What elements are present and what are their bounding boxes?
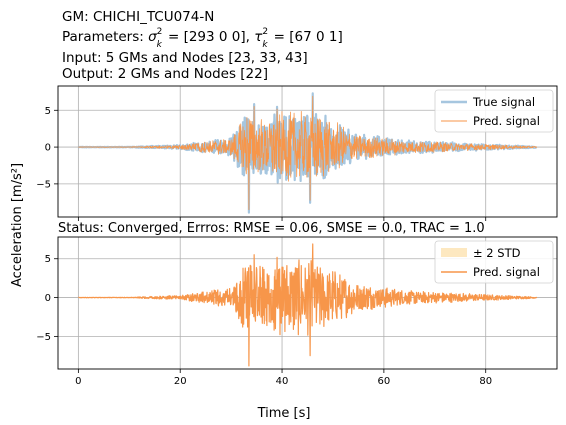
sigma-symbol: σ [148,29,157,45]
input-line: Input: 5 GMs and Nodes [23, 33, 43] [62,50,308,66]
gm-title: GM: CHICHI_TCU074-N [62,9,215,25]
legend: ± 2 STD Pred. signal [434,240,554,284]
sigma-sub: k [156,40,162,50]
legend: True signal Pred. signal [434,89,554,133]
axes-frame [57,85,558,218]
y-tick-label: −5 [36,179,51,190]
parameters-prefix: Parameters: [62,29,149,45]
y-tick-label: 0 [45,293,51,304]
legend-label: Pred. signal [473,265,540,279]
x-axis-label: Time [s] [257,406,311,421]
x-tick-label: 0 [75,376,81,387]
y-tick-label: −5 [36,332,51,343]
y-tick-label: 5 [45,254,51,265]
x-tick-label: 60 [378,376,391,387]
tau-sub: k [262,40,268,50]
y-tick-label: 0 [45,143,51,154]
top-axes: −5 0 5 True signal Pred. signal [36,85,558,221]
x-tick-label: 20 [174,376,187,387]
y-tick-label: 5 [45,106,51,117]
output-line: Output: 2 GMs and Nodes [22] [62,66,269,82]
axes-frame [57,236,558,370]
x-tick-label: 40 [276,376,289,387]
series-line-pred-signal [78,243,538,367]
tau-symbol: τ [254,29,263,45]
status-title: Status: Converged, Errros: RMSE = 0.06, … [58,221,485,236]
tau-values: = [67 0 1] [269,29,343,45]
x-tick-label: 80 [479,376,492,387]
y-axis-label: Acceleration [m/s²] [10,163,25,287]
sigma-sup: 2 [156,27,163,37]
tau-sup: 2 [262,27,269,37]
sigma-values: = [293 0 0], [163,29,255,45]
legend-label: True signal [472,95,535,109]
legend-label: ± 2 STD [473,246,521,260]
bottom-axes: −5 0 5 0 20 40 60 80 ± 2 STD Pred. signal [36,236,558,387]
legend-swatch-band [441,248,467,257]
legend-label: Pred. signal [473,114,540,128]
series-line-pred-signal [78,95,537,211]
